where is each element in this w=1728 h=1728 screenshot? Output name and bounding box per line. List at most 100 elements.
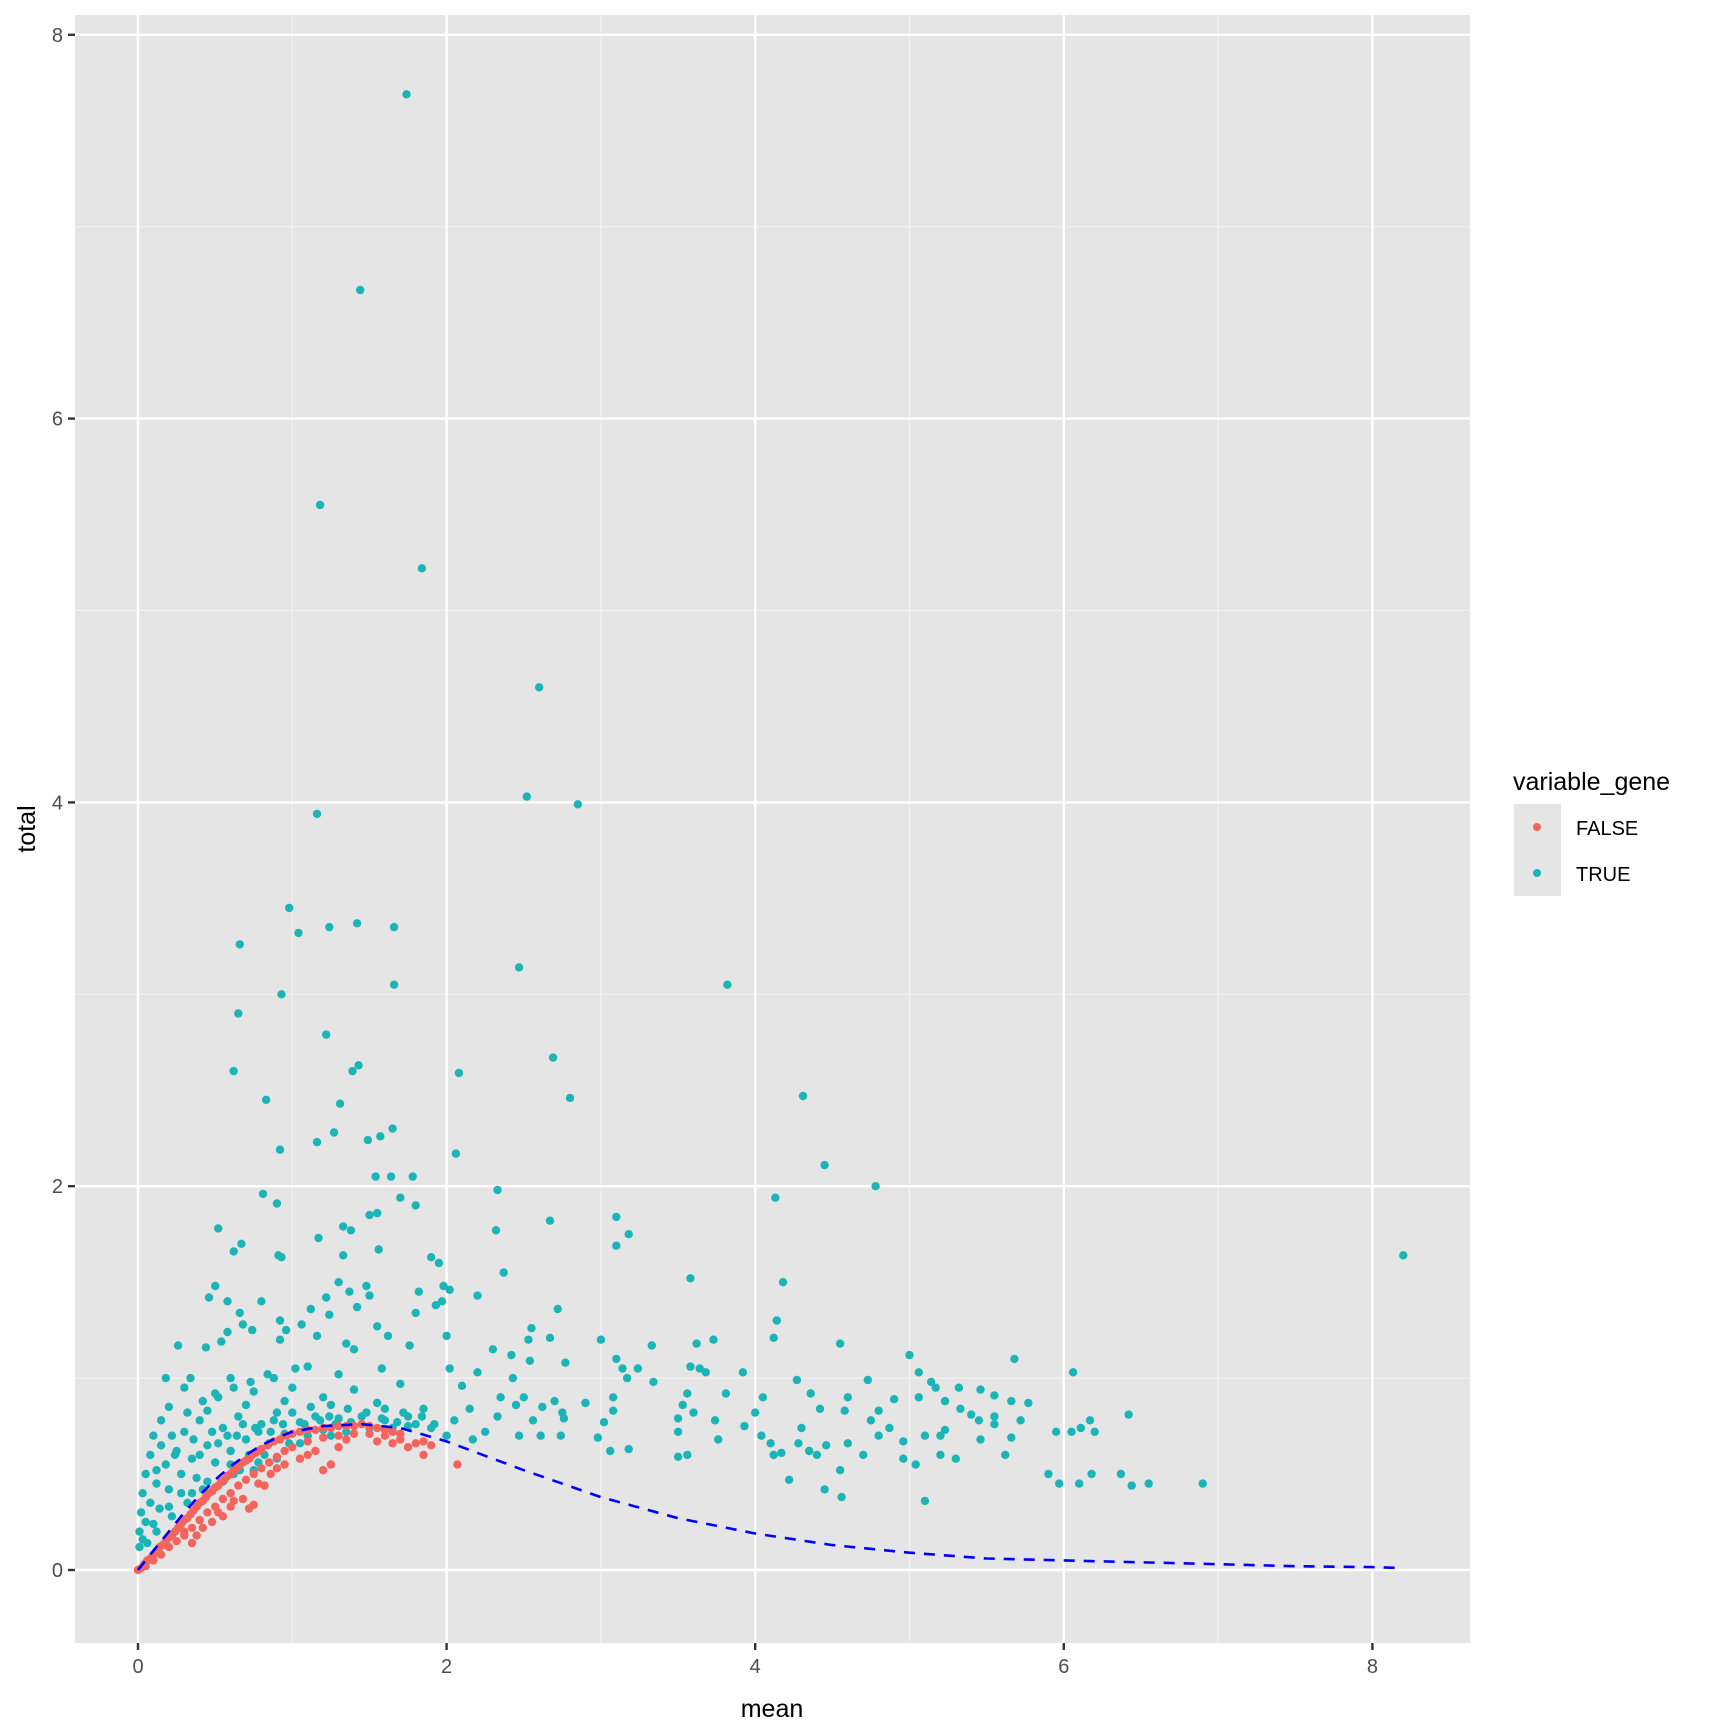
data-point-true [771,1193,780,1202]
data-point-true [365,1291,374,1300]
data-point-false [334,1431,343,1440]
x-axis-ticks: 0 2 4 6 8 [132,1643,1378,1678]
data-point-true [545,1216,555,1225]
data-point-false [241,1475,251,1485]
data-point-true [349,1385,359,1394]
legend-key-background [1514,804,1561,896]
data-point-true [288,1383,297,1392]
data-point-false [373,1423,382,1433]
data-point-true [559,1414,569,1423]
data-point-true [522,792,531,801]
data-point-true [450,1416,459,1425]
data-point-true [439,1281,448,1291]
data-point-true [203,1406,212,1415]
data-point-true [624,1444,633,1454]
data-point-true [673,1427,683,1437]
data-point-true [914,1393,923,1402]
data-point-true [481,1427,490,1437]
data-point-true [899,1437,908,1446]
data-point-true [189,1435,198,1444]
data-point-true [303,1362,312,1371]
data-point-true [306,1402,315,1412]
data-point-true [203,1441,212,1450]
data-point-true [295,1439,305,1448]
data-point-true [940,1396,950,1406]
data-point-true [792,1375,802,1385]
data-point-true [149,1431,158,1440]
data-point-true [187,1489,197,1498]
data-point-true [920,1496,930,1506]
data-point-true [633,1364,643,1373]
data-point-false [303,1437,312,1446]
data-point-true [1399,1251,1408,1260]
data-point-true [757,1431,766,1440]
data-point-true [926,1377,936,1387]
data-point-true [214,1224,223,1233]
legend-false-dot-icon [1533,823,1541,831]
data-point-true [135,1542,144,1552]
data-point-true [164,1402,174,1412]
data-point-true [612,1354,621,1364]
data-point-true [812,1450,822,1460]
data-point-true [329,1128,339,1137]
data-point-true [177,1489,186,1498]
data-point-true [514,963,524,972]
data-point-true [266,1427,275,1437]
data-point-true [229,1066,238,1076]
data-point-true [889,1395,899,1404]
data-point-true [738,1368,748,1377]
data-point-true [673,1414,683,1423]
data-point-true [241,1400,251,1410]
data-point-true [167,1431,177,1440]
data-point-true [1055,1479,1064,1488]
data-point-false [380,1431,390,1440]
data-point-true [649,1377,658,1387]
data-point-true [258,1189,268,1199]
data-point-true [967,1410,976,1419]
y-tick-label: 8 [52,25,63,47]
data-point-true [297,1320,306,1329]
data-point-true [606,1446,615,1456]
data-point-true [820,1160,829,1170]
data-point-true [229,1247,238,1256]
data-point-true [553,1304,562,1314]
data-point-true [226,1446,235,1456]
data-point-false [419,1437,428,1446]
data-point-true [936,1450,945,1460]
data-point-true [507,1350,516,1360]
data-point-true [164,1502,174,1511]
data-point-true [442,1331,451,1341]
data-point-false [226,1489,235,1498]
data-point-true [211,1281,220,1291]
data-point-true [434,1258,444,1268]
data-point-true [405,1341,414,1350]
data-point-false [195,1515,204,1525]
data-point-false [207,1517,217,1527]
data-point-true [218,1423,228,1433]
data-point-true [339,1222,348,1231]
data-point-true [835,1466,845,1475]
data-point-false [249,1469,258,1479]
data-point-true [794,1439,803,1448]
data-point-true [465,1404,474,1414]
data-point-false [257,1444,266,1454]
data-point-false [334,1443,343,1452]
data-point-true [325,1412,334,1421]
data-point-true [468,1435,477,1444]
data-point-true [692,1339,701,1348]
data-point-true [396,1379,405,1389]
data-point-true [445,1364,454,1373]
data-point-true [1007,1396,1016,1406]
data-point-false [288,1443,297,1452]
data-point-true [322,1293,331,1302]
data-point-false [156,1550,166,1559]
y-axis-ticks: 0 2 4 6 8 [52,25,75,1582]
data-point-true [143,1538,152,1548]
data-point-true [1067,1427,1076,1437]
data-point-true [769,1333,778,1343]
data-point-true [152,1466,161,1475]
data-point-true [180,1427,189,1437]
data-point-true [371,1172,380,1181]
data-point-true [261,1095,271,1105]
data-point-true [990,1391,999,1400]
